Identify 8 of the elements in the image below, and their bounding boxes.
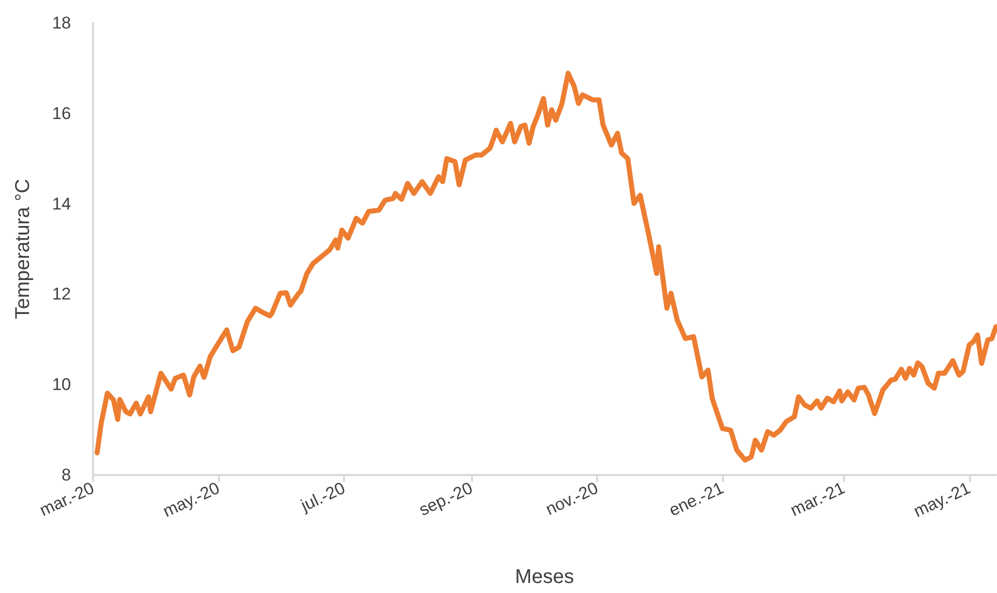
- y-tick-label: 16: [52, 104, 71, 123]
- y-tick-label: 12: [52, 284, 71, 304]
- y-tick-label: 14: [52, 194, 71, 214]
- x-axis-title: Meses: [515, 566, 574, 588]
- y-tick-label: 8: [62, 466, 71, 484]
- y-tick-label: 10: [52, 375, 71, 394]
- y-axis-title: Temperatura °C: [12, 178, 34, 320]
- y-tick-label: 18: [52, 14, 71, 32]
